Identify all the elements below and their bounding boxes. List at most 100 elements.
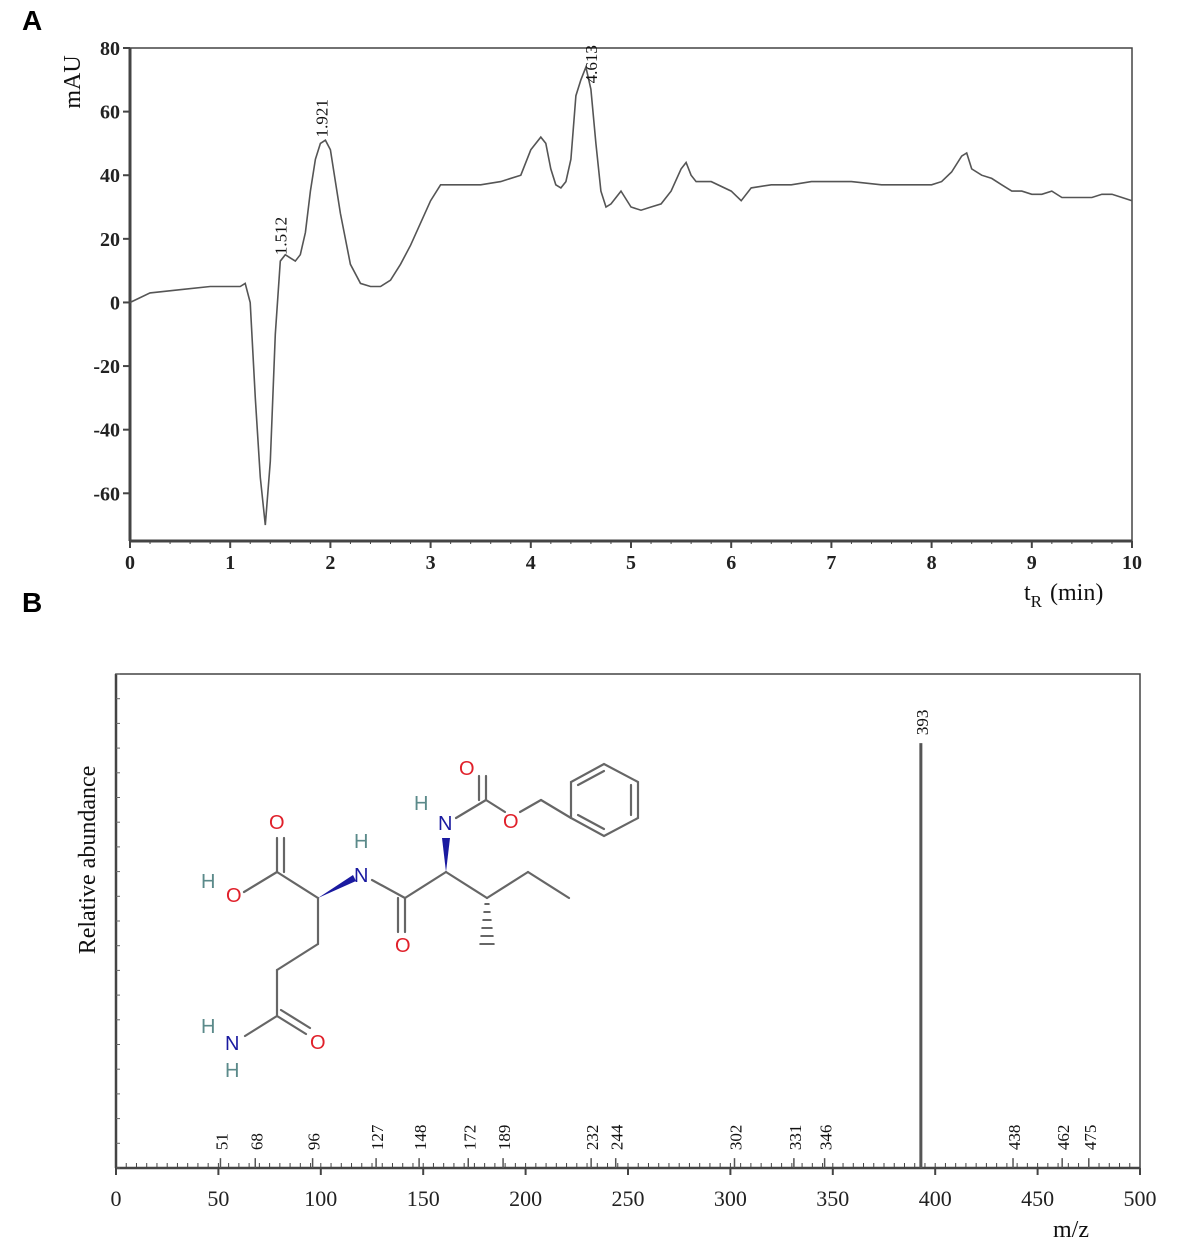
peak-label: 393 [913,710,932,736]
atom-hydrogen: H [201,1016,215,1038]
benzene-ring [569,762,640,838]
y-tick-label: 60 [100,102,120,124]
x-tick-label: 0 [125,552,135,574]
bond [275,870,320,900]
y-tick-label: -60 [93,483,120,505]
atom-oxygen: O [459,758,475,780]
peak-label: 127 [368,1124,387,1150]
bond [275,1014,308,1036]
y-axis-title-a: mAU [60,55,86,108]
atom-oxygen: O [310,1032,326,1054]
peak-label: 189 [495,1125,514,1151]
x-tick-label: 6 [726,552,736,574]
peak-label: 96 [305,1133,324,1150]
peak-label: 4.613 [582,45,601,83]
x-tick-label: 500 [1124,1186,1157,1211]
peak-label: 51 [212,1133,231,1150]
y-tick-label: 0 [110,292,120,314]
bond [243,1014,279,1038]
x-axis-title-unit: (min) [1050,580,1103,606]
bond [576,769,606,787]
peak-label: 331 [786,1125,805,1151]
bond [403,870,448,900]
x-tick-label: 450 [1021,1186,1054,1211]
chromatogram-chart: -60 -40 -20 0 20 40 60 80 0 1 2 3 4 5 6 7 8 9 10 1.512 1.9… [60,38,1142,611]
atom-nitrogen: N [225,1033,239,1055]
x-tick-label: 8 [927,552,937,574]
peak-label: 68 [247,1133,266,1150]
peak-label: 302 [726,1125,745,1151]
x-tick-label: 350 [816,1186,849,1211]
peak-label: 1.921 [312,99,331,137]
peak-label: 346 [817,1125,836,1151]
y-axis-title-b: Relative abundance [75,766,101,955]
atom-hydrogen: H [414,793,428,815]
y-tick-label: 80 [100,38,120,60]
bond [576,813,606,831]
bond [484,798,507,814]
atom-hydrogen: H [201,871,215,893]
x-tick-label: 150 [407,1186,440,1211]
atom-oxygen: O [269,812,285,834]
x-tick-label: 7 [826,552,836,574]
bond [444,870,489,900]
peak-label: 148 [411,1125,430,1151]
x-tick-label: 200 [509,1186,542,1211]
bond [279,1008,312,1030]
x-axis-title-subscript: R [1031,592,1043,611]
panel-label-b: B [22,587,42,618]
y-tick-label: 20 [100,229,120,251]
bond [370,878,407,900]
x-tick-label: 5 [626,552,636,574]
x-tick-label: 1 [225,552,235,574]
x-axis-title-a: tR (min) [1024,580,1103,611]
wedge-bond [318,875,356,898]
bond [518,798,543,814]
x-axis-title-b: m/z [1053,1217,1089,1243]
x-tick-label: 400 [919,1186,952,1211]
wedge-bond [442,838,450,872]
panel-label-a: A [22,5,42,36]
bond [485,870,530,900]
atom-hydrogen: H [354,831,368,853]
x-tick-label: 9 [1027,552,1037,574]
atom-oxygen: O [226,885,242,907]
peak-label: 232 [583,1125,602,1151]
atom-hydrogen: H [225,1060,239,1082]
peak-label: 244 [608,1124,627,1150]
peak-label: 1.512 [272,217,291,255]
atom-nitrogen: N [438,813,452,835]
peak-label: 475 [1081,1125,1100,1151]
bond [526,870,571,900]
bond [275,942,320,972]
x-tick-label: 50 [207,1186,229,1211]
peak-label: 462 [1054,1125,1073,1151]
x-tick-label: 3 [426,552,436,574]
atom-oxygen: O [503,811,519,833]
bond [454,798,488,820]
x-tick-label: 100 [304,1186,337,1211]
y-tick-label: -20 [93,356,120,378]
x-tick-label: 4 [526,552,536,574]
x-axis-title-main: t [1024,580,1031,606]
peak-label: 172 [460,1125,479,1151]
mass-spectrum-chart: 0 50 100 150 200 250 300 350 400 450 500 51 68 96 127… [75,673,1157,1243]
atom-oxygen: O [395,935,411,957]
bond [539,798,573,820]
x-tick-label: 10 [1122,552,1142,574]
hashed-methyl-bond [479,903,495,945]
plot-frame-a [129,47,1133,542]
chromatogram-trace [129,64,1133,526]
y-tick-label: -40 [93,420,120,442]
x-tick-label: 250 [612,1186,645,1211]
bond [242,870,279,894]
atom-nitrogen: N [354,865,368,887]
peak-label: 438 [1005,1125,1024,1151]
x-tick-label: 300 [714,1186,747,1211]
chemical-structure: O H O H N O H N O O H N H O [201,758,640,1082]
y-tick-label: 40 [100,165,120,187]
x-tick-label: 2 [325,552,335,574]
x-tick-label: 0 [111,1186,122,1211]
plot-frame-b [115,673,1141,1169]
